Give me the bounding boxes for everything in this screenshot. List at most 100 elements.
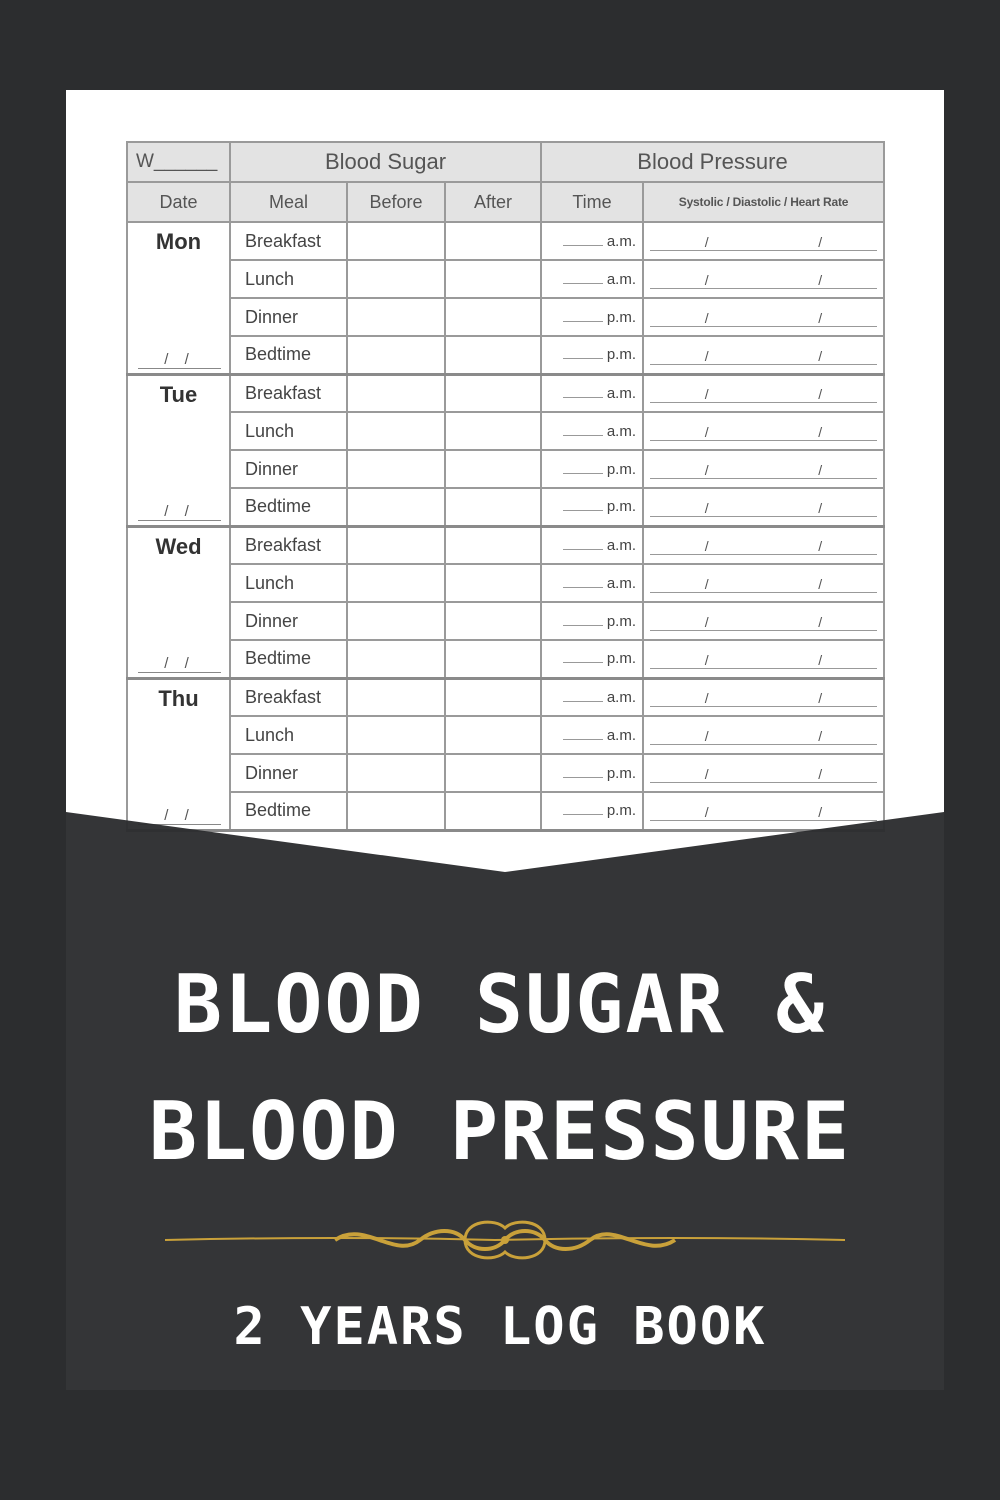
time-field[interactable]: a.m. <box>540 563 644 603</box>
time-field[interactable]: p.m. <box>540 297 644 337</box>
table-row: Mon / / Breakfast a.m. / / <box>126 221 886 376</box>
bp-field[interactable]: / / <box>641 791 886 832</box>
before-field[interactable] <box>346 525 446 565</box>
after-field[interactable] <box>444 373 542 413</box>
after-field[interactable] <box>444 677 542 717</box>
after-field[interactable] <box>444 791 542 832</box>
after-field[interactable] <box>444 449 542 489</box>
time-field[interactable]: a.m. <box>540 715 644 755</box>
bp-field[interactable]: / / <box>641 259 886 299</box>
time-blank <box>562 776 603 778</box>
bp-field[interactable]: / / <box>641 221 886 261</box>
time-field[interactable]: a.m. <box>540 373 644 413</box>
bp-field[interactable]: / / <box>641 373 886 413</box>
time-field[interactable]: p.m. <box>540 335 644 376</box>
time-field[interactable]: a.m. <box>540 411 644 451</box>
date-line[interactable]: / / <box>138 807 221 825</box>
bp-line: / / <box>650 576 878 593</box>
bp-line: / / <box>650 234 878 251</box>
time-field[interactable]: a.m. <box>540 259 644 299</box>
bp-separator: / <box>704 234 709 250</box>
before-field[interactable] <box>346 753 446 793</box>
after-field[interactable] <box>444 753 542 793</box>
bp-field[interactable]: / / <box>641 525 886 565</box>
before-field[interactable] <box>346 677 446 717</box>
bp-field[interactable]: / / <box>641 563 886 603</box>
after-field[interactable] <box>444 715 542 755</box>
am-pm-label: a.m. <box>606 536 636 554</box>
date-line[interactable]: / / <box>138 351 221 369</box>
meal-label: Lunch <box>229 259 348 299</box>
before-field[interactable] <box>346 715 446 755</box>
bp-field[interactable]: / / <box>641 601 886 641</box>
am-pm-label: p.m. <box>606 346 636 364</box>
bp-separator: / <box>704 347 709 364</box>
before-field[interactable] <box>346 639 446 680</box>
before-field[interactable] <box>346 449 446 489</box>
bp-separator: / <box>704 690 709 706</box>
am-pm-label: p.m. <box>606 802 636 820</box>
bp-field[interactable]: / / <box>641 335 886 376</box>
blood-sugar-header: Blood Sugar <box>229 141 542 183</box>
bp-field[interactable]: / / <box>641 487 886 528</box>
date-line[interactable]: / / <box>138 655 221 673</box>
table-row: Dinner p.m. / / <box>127 601 886 641</box>
time-blank <box>562 738 603 740</box>
before-field[interactable] <box>346 601 446 641</box>
before-field[interactable] <box>346 373 446 413</box>
bp-separator: / <box>704 538 709 554</box>
day-label: Wed <box>155 533 202 559</box>
week-label: W______ <box>126 141 231 183</box>
log-table: W______ Blood Sugar Blood Pressure Date … <box>126 141 886 832</box>
time-field[interactable]: p.m. <box>540 487 644 528</box>
bp-field[interactable]: / / <box>641 753 886 793</box>
date-line[interactable]: / / <box>138 503 221 521</box>
bp-field[interactable]: / / <box>641 411 886 451</box>
before-field[interactable] <box>346 487 446 528</box>
bp-field[interactable]: / / <box>641 677 886 717</box>
time-field[interactable]: a.m. <box>540 677 644 717</box>
time-blank <box>562 814 603 816</box>
time-field[interactable]: p.m. <box>540 449 644 489</box>
before-field[interactable] <box>346 297 446 337</box>
time-field[interactable]: p.m. <box>540 639 644 680</box>
bp-column-header: Systolic / Diastolic / Heart Rate <box>641 181 886 223</box>
time-field[interactable]: p.m. <box>540 791 644 832</box>
after-column-header: After <box>444 181 542 223</box>
before-field[interactable] <box>346 259 446 299</box>
time-blank <box>562 624 603 626</box>
before-field[interactable] <box>346 335 446 376</box>
after-field[interactable] <box>444 639 542 680</box>
before-field[interactable] <box>346 411 446 451</box>
before-field[interactable] <box>346 791 446 832</box>
after-field[interactable] <box>444 259 542 299</box>
bp-field[interactable]: / / <box>641 639 886 680</box>
after-field[interactable] <box>444 335 542 376</box>
blood-pressure-header: Blood Pressure <box>539 141 886 183</box>
time-field[interactable]: a.m. <box>540 525 644 565</box>
after-field[interactable] <box>444 601 542 641</box>
bp-field[interactable]: / / <box>641 449 886 489</box>
before-field[interactable] <box>346 221 446 261</box>
bp-field[interactable]: / / <box>641 715 886 755</box>
after-field[interactable] <box>444 411 542 451</box>
after-field[interactable] <box>444 525 542 565</box>
before-column-header: Before <box>346 181 446 223</box>
after-field[interactable] <box>444 563 542 603</box>
time-field[interactable]: a.m. <box>540 221 644 261</box>
meal-label: Dinner <box>229 449 348 489</box>
day-cell: Mon / / <box>126 221 231 376</box>
after-field[interactable] <box>444 221 542 261</box>
table-row: Dinner p.m. / / <box>127 449 886 489</box>
before-field[interactable] <box>346 563 446 603</box>
meal-label: Breakfast <box>229 525 348 565</box>
meal-column-header: Meal <box>229 181 348 223</box>
bp-separator: / <box>818 576 823 592</box>
after-field[interactable] <box>444 297 542 337</box>
time-field[interactable]: p.m. <box>540 601 644 641</box>
time-field[interactable]: p.m. <box>540 753 644 793</box>
bp-line: / / <box>650 728 878 745</box>
bp-separator: / <box>704 766 709 782</box>
bp-field[interactable]: / / <box>641 297 886 337</box>
after-field[interactable] <box>444 487 542 528</box>
